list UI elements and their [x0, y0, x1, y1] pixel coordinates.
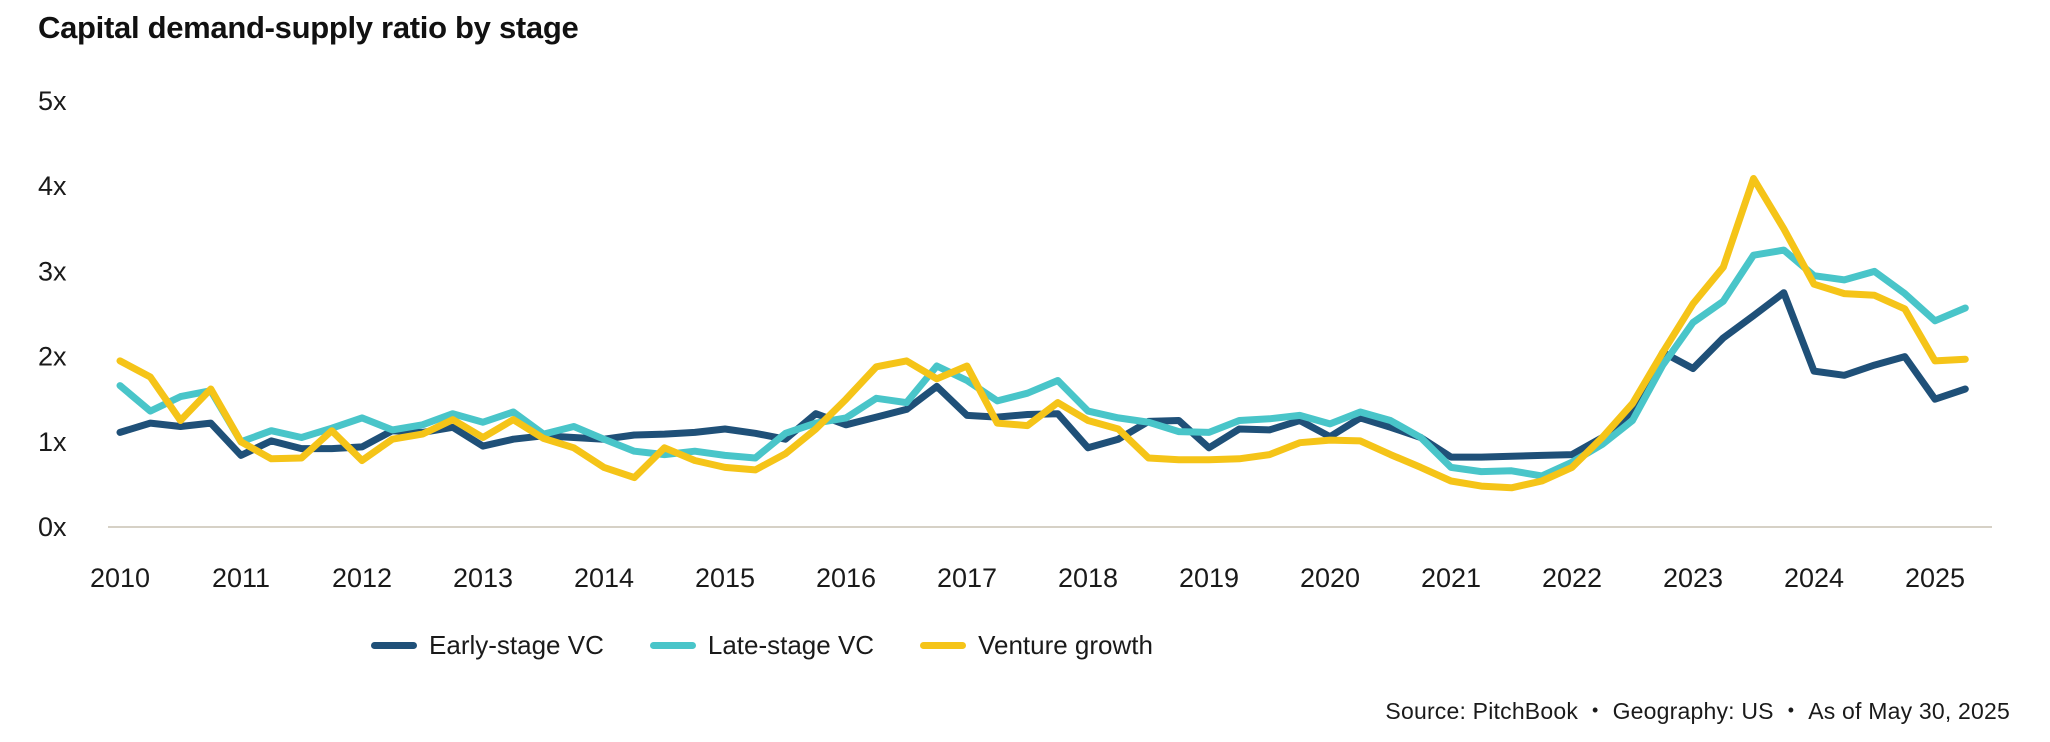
y-axis-tick-label: 0x [38, 512, 67, 542]
x-axis-tick-label: 2022 [1542, 563, 1602, 593]
legend-label: Early-stage VC [429, 630, 604, 660]
legend-swatch-icon [920, 642, 967, 649]
legend-label: Venture growth [978, 630, 1153, 660]
x-axis-tick-label: 2012 [332, 563, 392, 593]
y-axis-tick-label: 1x [38, 427, 67, 457]
x-axis-tick-label: 2010 [90, 563, 150, 593]
series-line-venture-growth [116, 175, 1969, 492]
y-axis-tick-label: 5x [38, 86, 67, 116]
x-axis-tick-label: 2011 [212, 563, 270, 593]
x-axis-tick-label: 2024 [1784, 563, 1844, 593]
geography-label: Geography: US [1612, 698, 1774, 724]
source-note: Source: PitchBook • Geography: US • As o… [1385, 698, 2010, 725]
x-axis-tick-label: 2015 [695, 563, 755, 593]
chart-legend: Early-stage VC Late-stage VC Venture growt… [0, 630, 1524, 661]
legend-item-venture-growth: Venture growth [920, 630, 1153, 661]
x-axis-tick-label: 2023 [1663, 563, 1723, 593]
source-label: Source: PitchBook [1385, 698, 1579, 724]
legend-swatch-icon [371, 642, 418, 649]
bullet-separator-icon: • [1787, 700, 1795, 720]
x-axis-tick-label: 2013 [453, 563, 513, 593]
page-title: Capital demand-supply ratio by stage [38, 10, 579, 45]
asof-label: As of May 30, 2025 [1808, 698, 2010, 724]
legend-item-late-stage-vc: Late-stage VC [649, 630, 875, 661]
bullet-separator-icon: • [1592, 700, 1599, 720]
x-axis-tick-label: 2020 [1300, 563, 1360, 593]
legend-swatch-icon [649, 642, 696, 649]
x-axis-tick-label: 2017 [937, 563, 997, 593]
x-axis-tick-label: 2018 [1058, 563, 1118, 593]
y-axis-tick-label: 2x [38, 342, 67, 372]
x-axis-tick-label: 2014 [574, 563, 634, 593]
x-axis-tick-label: 2016 [816, 563, 876, 593]
x-axis-tick-label: 2021 [1421, 563, 1481, 593]
y-axis-tick-label: 4x [38, 171, 67, 201]
legend-item-early-stage-vc: Early-stage VC [371, 630, 604, 661]
y-axis-tick-label: 3x [38, 256, 67, 286]
series-line-late-stage-vc [116, 246, 1969, 480]
legend-label: Late-stage VC [707, 630, 875, 660]
x-axis-tick-label: 2025 [1905, 563, 1965, 593]
x-axis-tick-label: 2019 [1179, 563, 1239, 593]
